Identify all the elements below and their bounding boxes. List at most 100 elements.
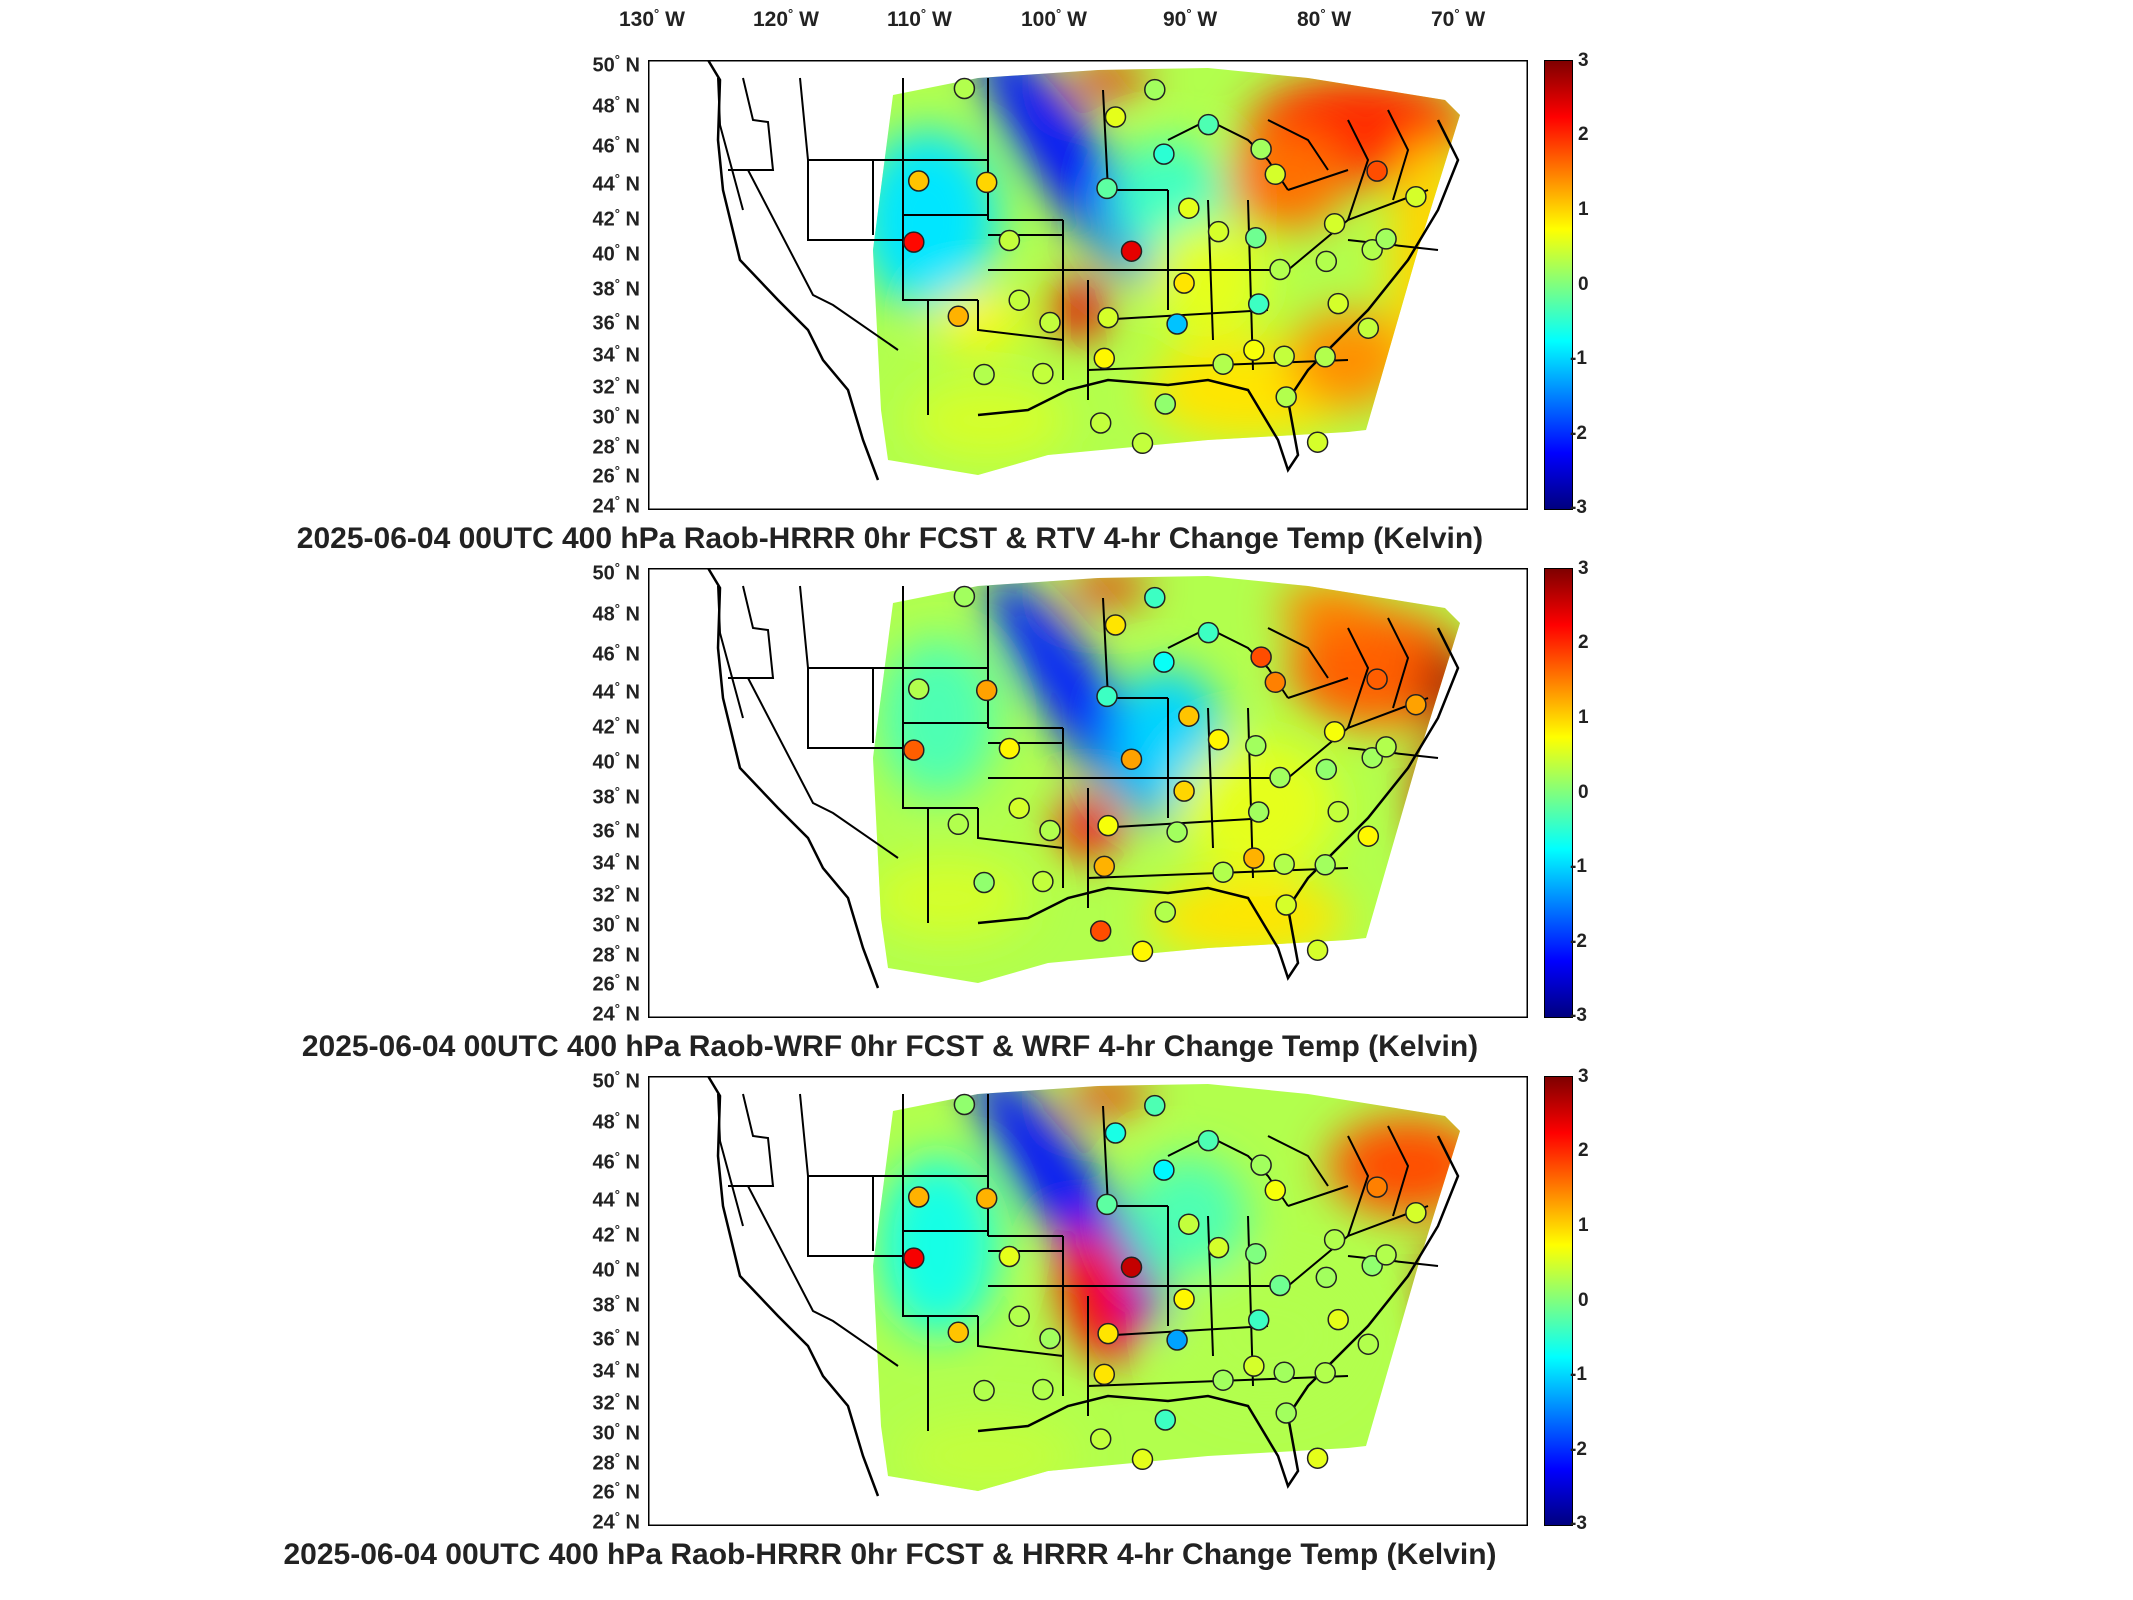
state-boundary bbox=[1347, 119, 1370, 221]
lat-label: 34° N bbox=[592, 850, 640, 875]
plot-frame bbox=[648, 1076, 1528, 1526]
raob-marker bbox=[1207, 728, 1230, 751]
raob-marker bbox=[1039, 1327, 1061, 1350]
raob-marker bbox=[1166, 821, 1188, 843]
lon-label: 100° W bbox=[1021, 6, 1087, 31]
colorbar-tick-label: 2 bbox=[1578, 124, 1589, 145]
colorbar-tick-label: 2 bbox=[1578, 632, 1589, 653]
raob-marker bbox=[1207, 1236, 1230, 1259]
field-anomaly bbox=[1423, 643, 1460, 733]
raob-marker bbox=[1008, 289, 1030, 311]
field-anomaly bbox=[1068, 68, 1148, 95]
state-boundary bbox=[902, 723, 978, 809]
state-boundary bbox=[747, 169, 899, 351]
raob-marker bbox=[1306, 939, 1329, 961]
state-boundary bbox=[902, 1231, 978, 1317]
raob-marker bbox=[1197, 621, 1220, 644]
raob-marker bbox=[975, 679, 998, 702]
raob-marker bbox=[1097, 306, 1119, 329]
raob-marker bbox=[903, 231, 925, 253]
lon-label: 120° W bbox=[753, 6, 819, 31]
raob-marker bbox=[1144, 1094, 1166, 1117]
raob-marker bbox=[1120, 748, 1143, 770]
state-boundary bbox=[728, 585, 775, 679]
state-boundary bbox=[1287, 677, 1349, 699]
state-boundaries bbox=[706, 1076, 1460, 1497]
lat-label: 40° N bbox=[592, 1257, 640, 1282]
raob-marker bbox=[1314, 1362, 1336, 1384]
raob-marker bbox=[953, 585, 976, 608]
colorbar bbox=[1544, 568, 1573, 1018]
state-boundary bbox=[799, 585, 874, 743]
state-boundary bbox=[728, 77, 775, 171]
raob-marker bbox=[1375, 1244, 1397, 1266]
coastline-west bbox=[706, 60, 880, 481]
state-boundary bbox=[747, 1185, 899, 1367]
lat-label: 48° N bbox=[592, 1109, 640, 1134]
field-anomaly bbox=[878, 1156, 998, 1336]
lat-label: 38° N bbox=[592, 784, 640, 809]
lat-label: 44° N bbox=[592, 679, 640, 704]
raob-marker bbox=[1032, 1378, 1054, 1401]
state-boundary bbox=[799, 77, 874, 235]
raob-marker bbox=[1366, 1176, 1388, 1198]
raob-marker bbox=[947, 813, 970, 836]
raob-marker bbox=[1264, 671, 1287, 694]
plot-frame bbox=[648, 60, 1528, 510]
state-boundary bbox=[807, 160, 903, 241]
lat-label: 34° N bbox=[592, 1358, 640, 1383]
raob-marker bbox=[1243, 1355, 1265, 1377]
lat-label: 40° N bbox=[592, 749, 640, 774]
raob-marker bbox=[1120, 1256, 1143, 1278]
raob-marker bbox=[1104, 1122, 1127, 1144]
colorbar-tick-label: 0 bbox=[1578, 274, 1589, 295]
state-boundary bbox=[977, 1316, 1064, 1357]
raob-marker bbox=[1166, 1329, 1188, 1351]
state-boundary bbox=[902, 215, 978, 301]
raob-marker bbox=[1327, 292, 1349, 315]
raob-marker bbox=[1093, 855, 1116, 878]
colorbar-tick-label: 3 bbox=[1578, 50, 1589, 71]
temperature-field bbox=[873, 68, 1460, 475]
state-boundary bbox=[1267, 119, 1329, 171]
panel-title: 2025-06-04 00UTC 400 hPa Raob-WRF 0hr FC… bbox=[301, 1030, 1479, 1063]
colorbar-tick-label: 3 bbox=[1578, 558, 1589, 579]
lat-label: 44° N bbox=[592, 171, 640, 196]
raob-marker bbox=[1154, 1409, 1177, 1431]
raob-marker bbox=[1275, 386, 1297, 408]
state-boundary bbox=[799, 1093, 874, 1251]
raob-marker bbox=[1405, 185, 1427, 208]
lat-label: 30° N bbox=[592, 912, 640, 937]
raob-marker bbox=[903, 1247, 925, 1269]
raob-marker bbox=[1366, 160, 1388, 182]
colorbar-tick-label: 0 bbox=[1578, 782, 1589, 803]
state-boundary bbox=[1267, 627, 1329, 679]
raob-marker bbox=[1247, 801, 1270, 823]
lat-label: 36° N bbox=[592, 310, 640, 335]
raob-marker bbox=[1207, 220, 1230, 243]
raob-marker bbox=[1197, 113, 1220, 136]
raob-marker bbox=[953, 1093, 976, 1116]
raob-marker bbox=[1131, 432, 1154, 455]
raob-marker bbox=[1375, 228, 1397, 250]
map-plot bbox=[648, 60, 1528, 510]
panel-title: 2025-06-04 00UTC 400 hPa Raob-HRRR 0hr F… bbox=[283, 1538, 1497, 1571]
raob-marker bbox=[973, 1379, 995, 1402]
state-boundary bbox=[1287, 1185, 1349, 1207]
lat-label: 26° N bbox=[592, 1479, 640, 1504]
raob-marker bbox=[975, 171, 998, 194]
raob-marker bbox=[1096, 177, 1118, 200]
raob-markers bbox=[903, 1093, 1427, 1471]
raob-marker bbox=[1306, 431, 1329, 453]
raob-marker bbox=[1008, 1305, 1030, 1327]
colorbar-tick-label: -3 bbox=[1570, 1513, 1587, 1534]
lat-label: 46° N bbox=[592, 641, 640, 666]
colorbar-tick-label: 2 bbox=[1578, 1140, 1589, 1161]
raob-marker bbox=[1153, 1159, 1175, 1181]
raob-marker bbox=[1357, 1333, 1380, 1355]
raob-marker bbox=[1314, 854, 1336, 876]
coastline-east bbox=[977, 627, 1460, 981]
colorbar-tick-label: 3 bbox=[1578, 1066, 1589, 1087]
raob-marker bbox=[1405, 1201, 1427, 1224]
